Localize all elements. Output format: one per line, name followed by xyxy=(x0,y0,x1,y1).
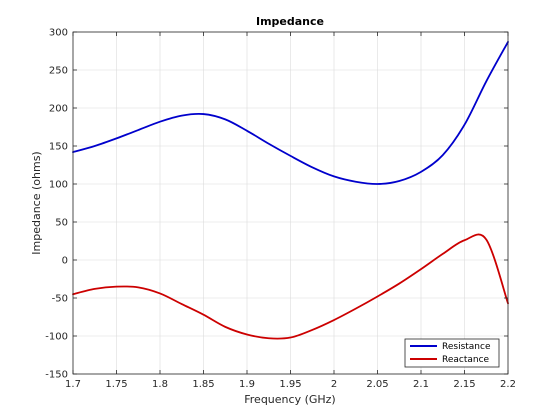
x-tick-label: 2 xyxy=(331,379,337,390)
ticks xyxy=(72,31,509,375)
x-tick-label: 1.9 xyxy=(239,379,255,390)
legend-label-resistance: Resistance xyxy=(442,342,491,352)
x-tick-label: 1.8 xyxy=(152,379,168,390)
x-tick-label: 2.1 xyxy=(413,379,429,390)
x-tick-label: 1.95 xyxy=(279,379,301,390)
x-tick-label: 2.15 xyxy=(453,379,475,390)
y-tick-label: 150 xyxy=(49,142,68,153)
legend-label-reactance: Reactance xyxy=(442,355,490,365)
series-layer xyxy=(72,40,509,340)
x-tick-label: 2.2 xyxy=(500,379,516,390)
x-tick-label: 1.85 xyxy=(192,379,214,390)
y-tick-label: 300 xyxy=(49,28,68,39)
y-tick-label: -100 xyxy=(45,332,68,343)
legend: Resistance Reactance xyxy=(404,338,500,368)
y-tick-label: 100 xyxy=(49,180,68,191)
x-axis-label: Frequency (GHz) xyxy=(244,393,335,406)
y-tick-label: -50 xyxy=(52,294,68,305)
legend-box xyxy=(404,338,500,368)
y-tick-label: 250 xyxy=(49,66,68,77)
x-tick-labels: 1.7 1.75 1.8 1.85 1.9 1.95 2 2.05 2.1 2.15 2.2 xyxy=(65,379,516,390)
y-tick-label: 0 xyxy=(62,256,68,267)
y-tick-labels: -150 -100 -50 0 50 100 150 200 250 300 xyxy=(45,28,68,381)
series-line-reactance xyxy=(72,233,509,340)
y-tick-label: 200 xyxy=(49,104,68,115)
chart-title: Impedance xyxy=(256,15,324,28)
x-tick-label: 1.75 xyxy=(105,379,127,390)
x-tick-label: 1.7 xyxy=(65,379,81,390)
series-line-resistance xyxy=(72,40,509,185)
y-axis-label: Impedance (ohms) xyxy=(30,151,43,254)
y-tick-label: 50 xyxy=(55,218,68,229)
x-tick-label: 2.05 xyxy=(366,379,388,390)
y-tick-label: -150 xyxy=(45,370,68,381)
